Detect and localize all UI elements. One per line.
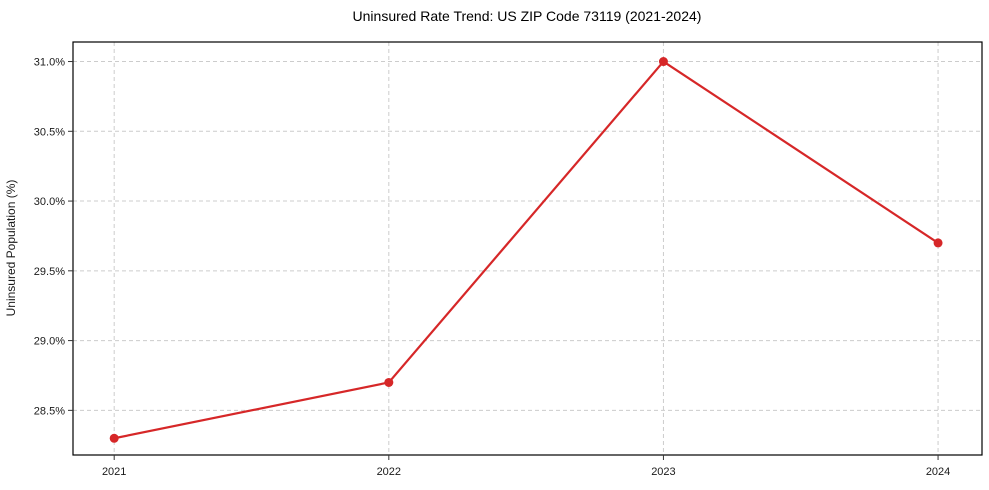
chart-title: Uninsured Rate Trend: US ZIP Code 73119 … [353, 8, 702, 24]
y-tick-label: 28.5% [34, 405, 65, 417]
data-point-marker [933, 238, 943, 248]
data-point-marker [109, 433, 119, 443]
y-tick-label: 29.0% [34, 336, 65, 348]
y-tick-label: 30.5% [34, 126, 65, 138]
y-axis-label: Uninsured Population (%) [4, 180, 18, 317]
data-point-marker [658, 57, 668, 67]
axis-ticks [68, 61, 939, 460]
x-tick-label: 2021 [102, 466, 126, 478]
axis-tick-labels: 28.5% 29.0% 29.5% 30.0% 30.5% 31.0% 2021 2022 20… [34, 57, 951, 478]
x-tick-label: 2022 [377, 466, 401, 478]
data-series [109, 57, 943, 443]
trend-line [113, 60, 940, 440]
y-tick-label: 30.0% [34, 196, 65, 208]
y-tick-label: 31.0% [34, 57, 65, 69]
plot-border [72, 41, 983, 456]
gridlines [73, 42, 982, 455]
data-point-marker [384, 377, 394, 387]
y-tick-label: 29.5% [34, 266, 65, 278]
x-tick-label: 2023 [651, 466, 675, 478]
x-tick-label: 2024 [926, 466, 950, 478]
